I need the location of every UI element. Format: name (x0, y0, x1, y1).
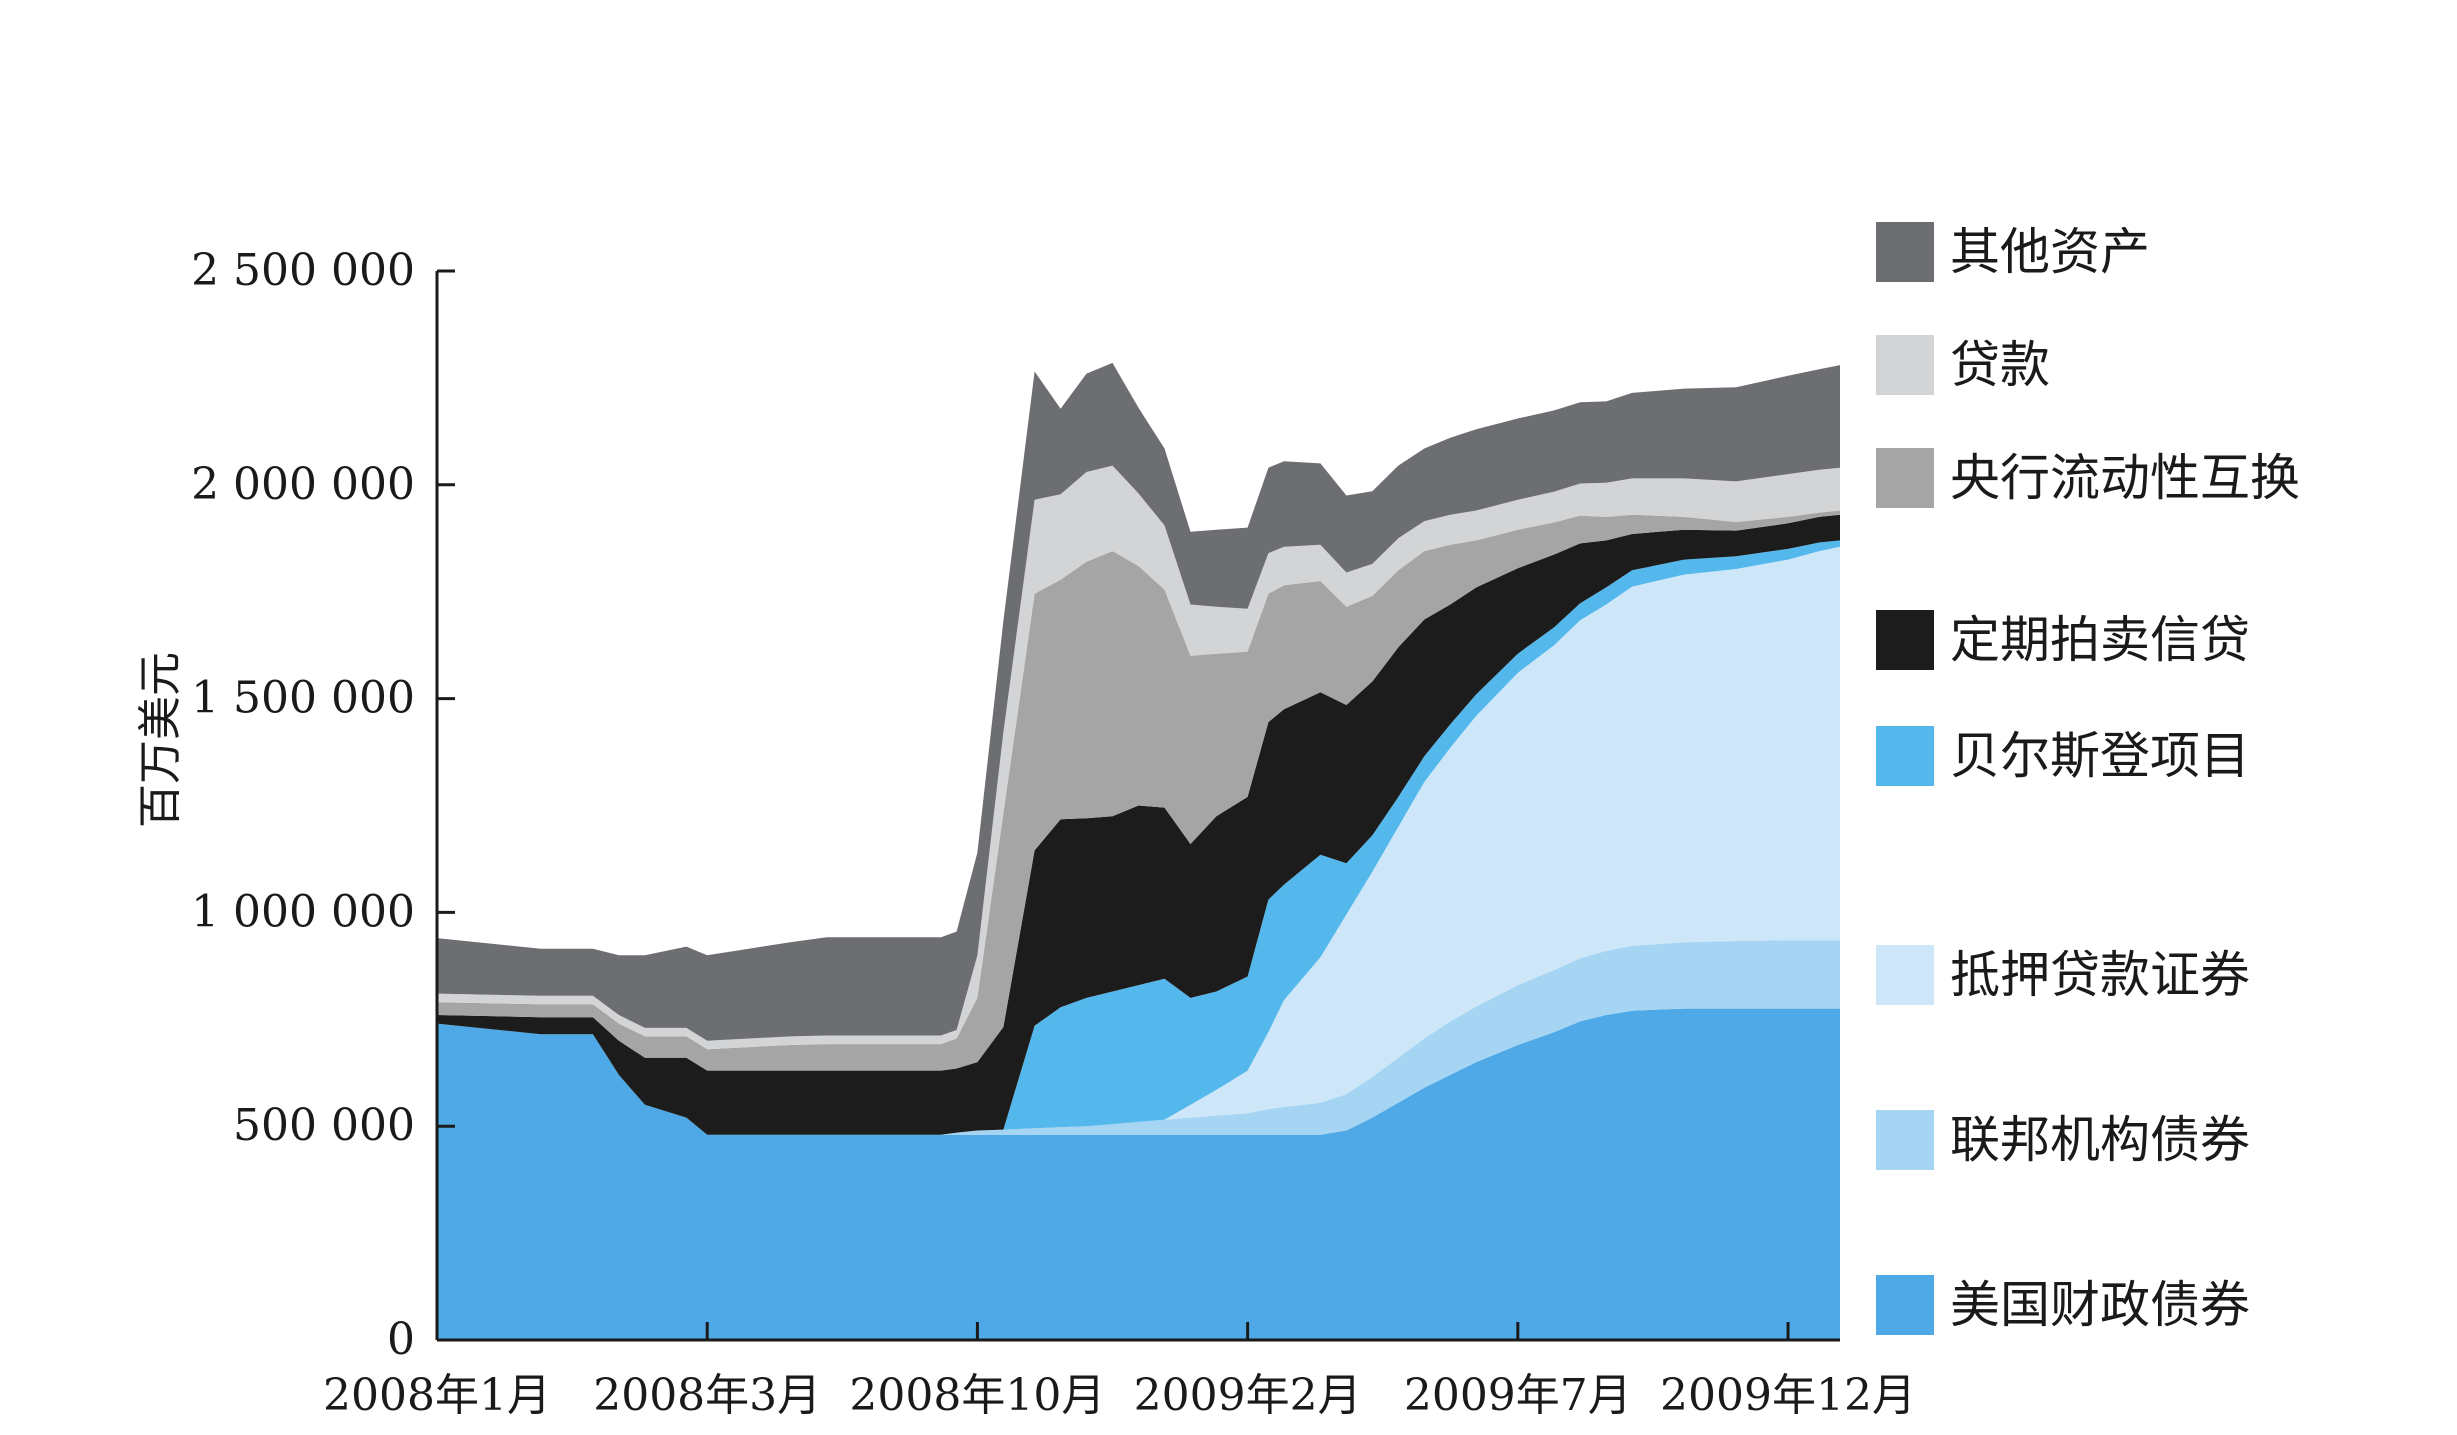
x-tick-label: 2009年12月 (1660, 1370, 1916, 1421)
x-tick-label: 2009年7月 (1404, 1370, 1632, 1421)
legend-swatch (1876, 610, 1934, 670)
y-tick-label: 2 000 000 (191, 459, 415, 510)
legend-label: 央行流动性互换 (1950, 449, 2300, 507)
area-series-3 (437, 540, 1840, 1135)
x-tick-label: 2008年10月 (849, 1370, 1105, 1421)
legend-swatch (1876, 335, 1934, 395)
y-tick-label: 2 500 000 (191, 245, 415, 296)
area-series-0 (437, 1008, 1840, 1340)
y-tick-label: 1 000 000 (191, 886, 415, 937)
y-ticks: 0 500 000 1 000 000 1 500 000 2 000 000 2 500… (191, 245, 455, 1365)
area-series-2 (437, 546, 1840, 1135)
y-axis-label: 百万美元 (135, 652, 186, 828)
axes: 0 500 000 1 000 000 1 500 000 2 000 000 2 500… (191, 245, 1916, 1421)
area-series-5 (437, 510, 1840, 1071)
legend-swatch (1876, 945, 1934, 1005)
legend-label: 贝尔斯登项目 (1950, 727, 2250, 785)
y-tick-label: 0 (387, 1314, 415, 1365)
x-ticks: 2008年1月 2008年3月 2008年10月 2009年2月 2009年7月 2009… (323, 1322, 1916, 1421)
legend-swatch (1876, 448, 1934, 508)
legend-swatch (1876, 1275, 1934, 1335)
legend-label: 定期拍卖信贷 (1950, 611, 2250, 669)
stacked-areas (437, 362, 1840, 1340)
x-tick-label: 2008年3月 (593, 1370, 821, 1421)
area-series-7 (437, 362, 1840, 1041)
legend: 其他资产贷款央行流动性互换定期拍卖信贷贝尔斯登项目抵押贷款证券联邦机构债券美国财… (1876, 222, 2300, 1335)
y-tick-label: 500 000 (233, 1100, 415, 1151)
x-tick-label: 2009年2月 (1134, 1370, 1362, 1421)
legend-label: 贷款 (1950, 336, 2050, 394)
legend-swatch (1876, 1110, 1934, 1170)
y-tick-label: 1 500 000 (191, 673, 415, 724)
area-series-4 (437, 514, 1840, 1135)
legend-label: 抵押贷款证券 (1950, 946, 2250, 1004)
x-tick-label: 2008年1月 (323, 1370, 551, 1421)
legend-swatch (1876, 222, 1934, 282)
legend-label: 其他资产 (1950, 223, 2150, 281)
legend-label: 联邦机构债券 (1950, 1111, 2250, 1169)
legend-label: 美国财政债券 (1950, 1276, 2250, 1334)
legend-swatch (1876, 726, 1934, 786)
area-series-1 (437, 940, 1840, 1135)
